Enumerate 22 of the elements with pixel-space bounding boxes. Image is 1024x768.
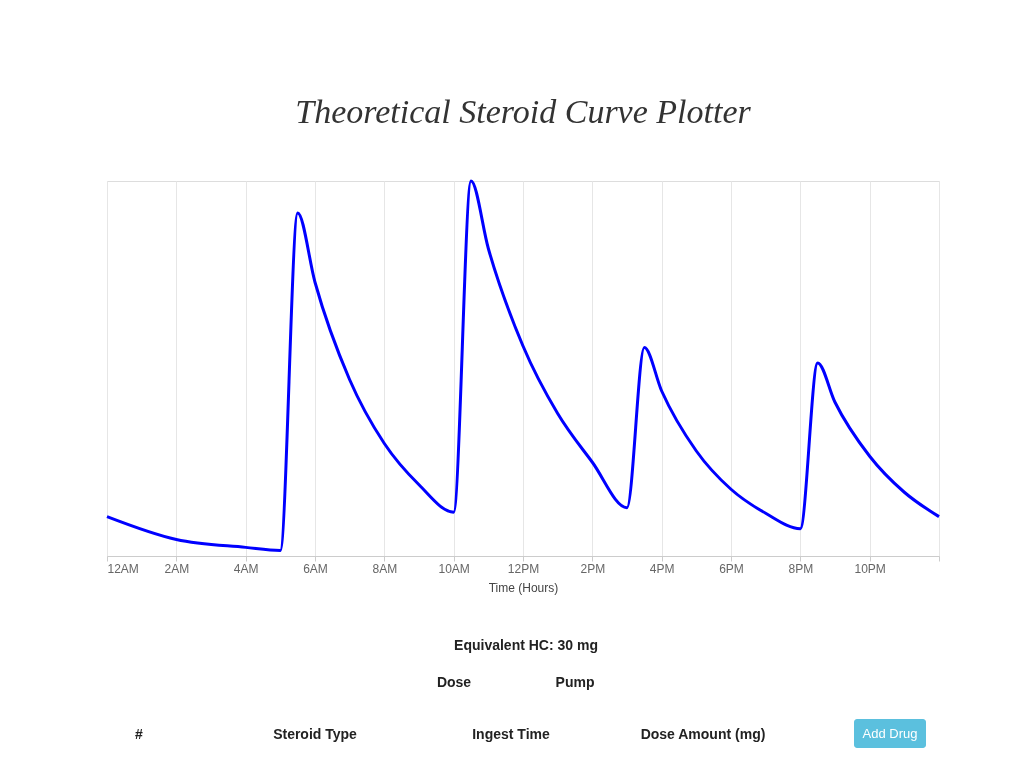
x-tick-label: 12AM xyxy=(107,561,139,576)
x-tick-label: 6AM xyxy=(303,561,328,576)
x-tick-label: 4AM xyxy=(233,561,259,576)
x-tick-label: 2AM xyxy=(164,561,190,576)
chart-title: Theoretical Steroid Curve Plotter xyxy=(295,92,752,130)
text: Dose xyxy=(436,674,472,690)
x-tick-label: 10AM xyxy=(438,561,470,576)
text: Add Drug xyxy=(862,726,918,741)
x-tick-label: 12PM xyxy=(507,561,540,576)
x-axis-title: Time (Hours) xyxy=(488,580,559,595)
text: Ingest Time xyxy=(472,726,550,742)
x-tick-label: 8PM xyxy=(788,561,814,576)
x-tick-label: 8AM xyxy=(372,561,398,576)
x-tick-label: 10PM xyxy=(854,561,886,576)
x-tick-label: 4PM xyxy=(649,561,675,576)
x-tick-label: 6PM xyxy=(719,561,744,576)
text: Dose Amount (mg) xyxy=(640,726,766,742)
x-tick-label: 2PM xyxy=(580,561,606,576)
text: Equivalent HC: 30 mg xyxy=(454,637,598,653)
text: Pump xyxy=(555,674,595,690)
text: Steroid Type xyxy=(273,726,358,742)
text: # xyxy=(135,726,144,742)
